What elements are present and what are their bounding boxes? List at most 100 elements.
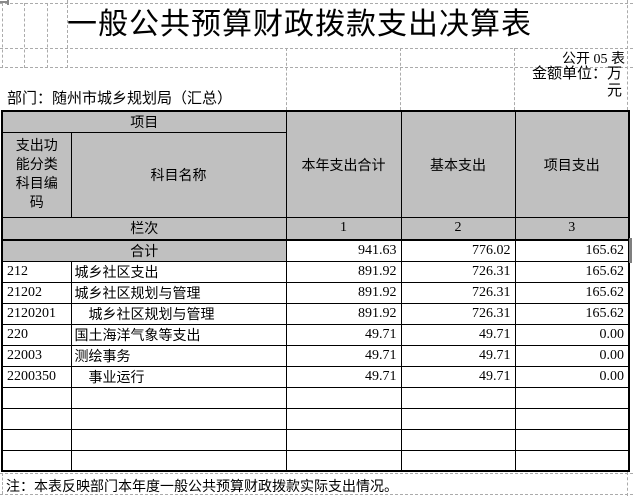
- amount-cell[interactable]: 891.92: [285, 260, 402, 283]
- code-cell[interactable]: [1, 407, 72, 430]
- amount-cell[interactable]: 0.00: [514, 365, 630, 388]
- amount-cell[interactable]: 0.00: [514, 344, 630, 367]
- amount-cell[interactable]: [285, 428, 402, 451]
- header-project-cell[interactable]: 项目支出: [514, 110, 630, 218]
- header-item-cell[interactable]: 项目: [1, 110, 287, 133]
- amount-cell[interactable]: 165.62: [514, 302, 630, 325]
- expenditure-table: 项目 本年支出合计 基本支出 项目支出 支出功能分类科目编码 科目名称 栏次 1…: [1, 110, 630, 472]
- gridline: [0, 67, 633, 68]
- code-cell[interactable]: [1, 386, 72, 409]
- code-cell[interactable]: [1, 449, 72, 472]
- amount-cell[interactable]: 726.31: [400, 260, 516, 283]
- amount-cell[interactable]: 49.71: [400, 344, 516, 367]
- amount-cell[interactable]: [514, 449, 630, 472]
- column-index-1-cell[interactable]: 1: [285, 217, 402, 241]
- name-cell[interactable]: 测绘事务: [70, 344, 287, 367]
- gridline: [47, 3, 48, 68]
- amount-cell[interactable]: 891.92: [285, 302, 402, 325]
- table-row: 2120201 城乡社区规划与管理 891.92 726.31 165.62: [1, 302, 630, 325]
- amount-cell[interactable]: [514, 428, 630, 451]
- amount-cell[interactable]: [514, 407, 630, 430]
- footnote: 注：本表反映部门本年度一般公共预算财政拨款实际支出情况。: [6, 480, 398, 495]
- gridline: [400, 48, 401, 110]
- department-label: 部门：随州市城乡规划局（汇总）: [7, 91, 233, 107]
- name-cell[interactable]: [70, 449, 287, 472]
- amount-cell[interactable]: 49.71: [400, 365, 516, 388]
- header-basic-cell[interactable]: 基本支出: [400, 110, 516, 218]
- gridline: [627, 0, 628, 110]
- total-row: 合计 941.63 776.02 165.62: [1, 239, 630, 262]
- table-row: 2200350 事业运行 49.71 49.71 0.00: [1, 365, 630, 388]
- amount-cell[interactable]: 0.00: [514, 323, 630, 346]
- table-row: 220 国土海洋气象等支出 49.71 49.71 0.00: [1, 323, 630, 346]
- amount-cell[interactable]: 49.71: [285, 344, 402, 367]
- gridline: [627, 472, 628, 496]
- name-cell[interactable]: [70, 407, 287, 430]
- gridline: [286, 48, 287, 110]
- code-cell[interactable]: 2200350: [1, 365, 72, 388]
- total-label-cell[interactable]: 合计: [1, 239, 287, 262]
- table-row-empty: [1, 428, 630, 451]
- code-cell[interactable]: 220: [1, 323, 72, 346]
- amount-cell[interactable]: [400, 407, 516, 430]
- amount-cell[interactable]: [400, 449, 516, 472]
- amount-cell[interactable]: [514, 386, 630, 409]
- code-cell[interactable]: 21202: [1, 281, 72, 304]
- name-cell[interactable]: [70, 386, 287, 409]
- code-cell[interactable]: 22003: [1, 344, 72, 367]
- table-row: 212 城乡社区支出 891.92 726.31 165.62: [1, 260, 630, 283]
- amount-cell[interactable]: [400, 386, 516, 409]
- code-cell[interactable]: 212: [1, 260, 72, 283]
- header-code-label: 支出功能分类科目编码: [15, 139, 58, 211]
- header-row-subject: 支出功能分类科目编码 科目名称: [1, 132, 629, 218]
- amount-cell[interactable]: [400, 428, 516, 451]
- name-cell[interactable]: 城乡社区规划与管理: [70, 302, 287, 325]
- name-cell[interactable]: [70, 428, 287, 451]
- amount-cell[interactable]: 165.62: [514, 239, 630, 262]
- column-index-label-cell[interactable]: 栏次: [1, 217, 287, 241]
- name-cell[interactable]: 国土海洋气象等支出: [70, 323, 287, 346]
- amount-cell[interactable]: [285, 449, 402, 472]
- column-index-2-cell[interactable]: 2: [400, 217, 516, 241]
- amount-cell[interactable]: 891.92: [285, 281, 402, 304]
- amount-unit-label: 金额单位：万元: [531, 66, 622, 99]
- amount-cell[interactable]: 776.02: [400, 239, 516, 262]
- header-row-item: 项目 本年支出合计 基本支出 项目支出: [1, 110, 630, 218]
- table-row-empty: [1, 386, 630, 409]
- header-subject-name-cell[interactable]: 科目名称: [70, 132, 287, 218]
- amount-cell[interactable]: 941.63: [285, 239, 402, 262]
- code-cell[interactable]: 2120201: [1, 302, 72, 325]
- amount-cell[interactable]: 165.62: [514, 281, 630, 304]
- name-cell[interactable]: 城乡社区支出: [70, 260, 287, 283]
- gridline: [2, 473, 3, 494]
- code-cell[interactable]: [1, 428, 72, 451]
- table-row: 21202 城乡社区规划与管理 891.92 726.31 165.62: [1, 281, 630, 304]
- amount-cell[interactable]: [285, 386, 402, 409]
- gridline: [67, 0, 68, 68]
- page-title: 一般公共预算财政拨款支出决算表: [67, 8, 532, 41]
- amount-cell[interactable]: 49.71: [285, 365, 402, 388]
- column-index-row: 栏次 1 2 3: [1, 217, 630, 241]
- amount-cell[interactable]: 726.31: [400, 302, 516, 325]
- gridline: [0, 48, 633, 49]
- name-cell[interactable]: 事业运行: [70, 365, 287, 388]
- name-cell[interactable]: 城乡社区规划与管理: [70, 281, 287, 304]
- vertical-scrollbar-thumb[interactable]: [629, 238, 632, 263]
- amount-cell[interactable]: 49.71: [285, 323, 402, 346]
- table-row-empty: [1, 449, 630, 472]
- gridline: [514, 48, 515, 110]
- table-row: 22003 测绘事务 49.71 49.71 0.00: [1, 344, 630, 367]
- amount-cell[interactable]: 165.62: [514, 260, 630, 283]
- page-break-corner-mark: [7, 0, 9, 5]
- header-total-cell[interactable]: 本年支出合计: [285, 110, 402, 218]
- gridline: [24, 3, 25, 68]
- amount-cell[interactable]: 49.71: [400, 323, 516, 346]
- gridline: [0, 3, 633, 4]
- column-index-3-cell[interactable]: 3: [514, 217, 630, 241]
- gridline: [2, 3, 3, 68]
- amount-cell[interactable]: [285, 407, 402, 430]
- gridline: [0, 473, 633, 474]
- header-code-cell[interactable]: 支出功能分类科目编码: [1, 132, 72, 218]
- amount-cell[interactable]: 726.31: [400, 281, 516, 304]
